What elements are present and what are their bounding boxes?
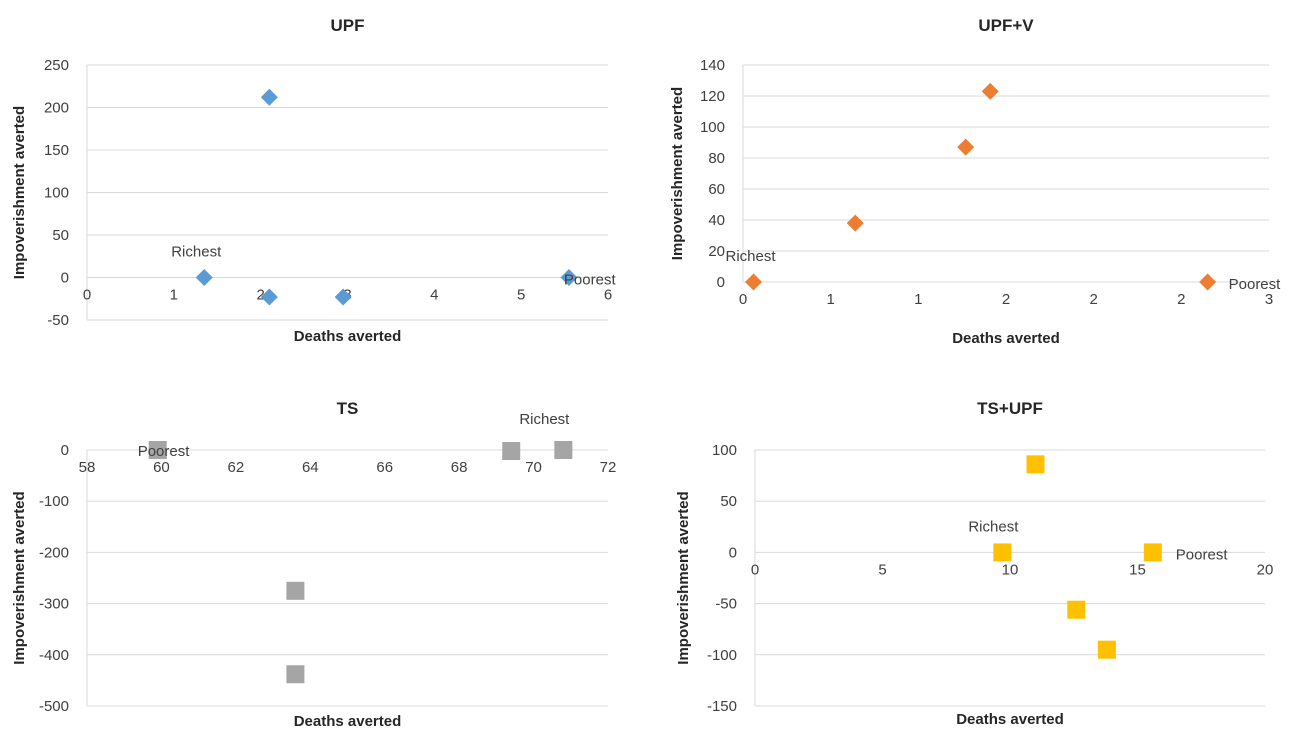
x-tick-label: 1 [914,291,922,308]
chart-panel-1: UPF-500501001502002500123456Deaths avert… [11,16,616,345]
y-tick-label: 50 [720,493,737,510]
y-tick-label: -400 [39,647,69,664]
point-annotation: Richest [968,518,1019,535]
y-tick-label: -100 [39,493,69,510]
data-point [554,441,573,459]
x-tick-label: 64 [302,459,319,476]
data-point [957,138,975,156]
point-annotation: Poorest [138,443,191,460]
y-tick-label: 150 [44,142,69,159]
x-tick-label: 10 [1002,561,1019,578]
chart-title: UPF+V [978,16,1034,35]
y-tick-label: 100 [712,442,737,459]
chart-title: TS+UPF [977,399,1043,418]
x-tick-label: 58 [79,459,96,476]
y-tick-label: 120 [700,88,725,105]
x-tick-label: 2 [1177,291,1185,308]
x-axis-label: Deaths averted [294,713,402,730]
data-point [1026,455,1045,474]
data-point [560,269,578,286]
y-axis-label: Impoverishment averted [11,106,28,279]
data-point [334,288,352,306]
data-point [260,88,278,106]
data-point [1067,600,1086,619]
point-annotation: Poorest [1176,546,1229,563]
y-tick-label: 0 [61,442,69,459]
x-tick-label: 1 [826,291,834,308]
y-tick-label: -50 [47,312,69,329]
y-tick-label: 80 [708,150,725,167]
x-tick-label: 6 [604,287,612,304]
x-tick-label: 0 [83,287,91,304]
x-tick-label: 3 [1265,291,1273,308]
y-tick-label: -500 [39,698,69,715]
x-tick-label: 60 [153,459,170,476]
y-axis-label: Impoverishment averted [669,87,686,260]
chart-panel-3: TS -500 -400 -300 -200 -100 0 58 60 62 64 66 68 70 72 D… [11,399,616,730]
y-tick-label: 100 [44,185,69,202]
y-tick-label: -200 [39,544,69,561]
y-tick-label: 140 [700,57,725,74]
point-annotation: Richest [726,248,777,265]
x-tick-label: 1 [170,287,178,304]
point-annotation: Poorest [1229,276,1282,293]
y-tick-label: 200 [44,100,69,117]
x-axis-label: Deaths averted [952,330,1060,347]
data-point [981,82,999,100]
y-tick-label: -300 [39,596,69,613]
x-tick-label: 2 [256,287,264,304]
y-tick-label: 40 [708,212,725,229]
y-tick-label: 20 [708,243,725,260]
chart-title: TS [337,399,359,418]
chart-panel-4: TS+UPF -150 -100 -50 0 50 100 0 5 10 15 20 Deaths av… [675,399,1273,728]
y-tick-label: 0 [717,274,725,291]
y-tick-label: -50 [715,596,737,613]
chart-panel-2: UPF+V 0 20 40 60 80 100 120 140 0 1 1 2 2 2 3 Deaths ave… [669,16,1281,347]
data-point [1143,543,1162,562]
x-tick-label: 62 [228,459,245,476]
data-point [1097,640,1116,659]
y-tick-label: 0 [729,544,737,561]
x-tick-label: 15 [1129,561,1146,578]
y-tick-label: -150 [707,698,737,715]
data-point [286,581,305,600]
chart-title: UPF [331,16,365,35]
data-point [1199,273,1217,291]
y-tick-label: -100 [707,647,737,664]
x-axis-label: Deaths averted [956,711,1064,728]
y-tick-label: 50 [52,227,69,244]
point-annotation: Poorest [564,272,617,289]
data-point [846,214,864,232]
x-tick-label: 5 [517,287,525,304]
x-tick-label: 2 [1089,291,1097,308]
y-axis-label: Impoverishment averted [11,491,28,664]
data-point [260,288,278,306]
x-axis-label: Deaths averted [294,328,402,345]
y-axis-label: Impoverishment averted [675,491,692,664]
x-tick-label: 4 [430,287,438,304]
y-tick-label: 100 [700,119,725,136]
point-annotation: Richest [171,244,222,261]
x-tick-label: 68 [451,459,468,476]
data-point [993,543,1012,562]
x-tick-label: 20 [1257,561,1274,578]
x-tick-label: 66 [376,459,393,476]
point-annotation: Richest [519,411,570,428]
data-point [502,442,521,461]
x-tick-label: 0 [739,291,747,308]
x-tick-label: 70 [525,459,542,476]
data-point [148,441,167,459]
data-point [195,269,213,286]
data-point [745,273,763,291]
y-tick-label: 0 [61,270,69,287]
y-tick-label: 250 [44,57,69,74]
x-tick-label: 2 [1002,291,1010,308]
y-tick-label: 60 [708,181,725,198]
x-tick-label: 5 [878,561,886,578]
x-tick-label: 72 [600,459,617,476]
data-point [286,665,305,684]
x-tick-label: 0 [751,561,759,578]
